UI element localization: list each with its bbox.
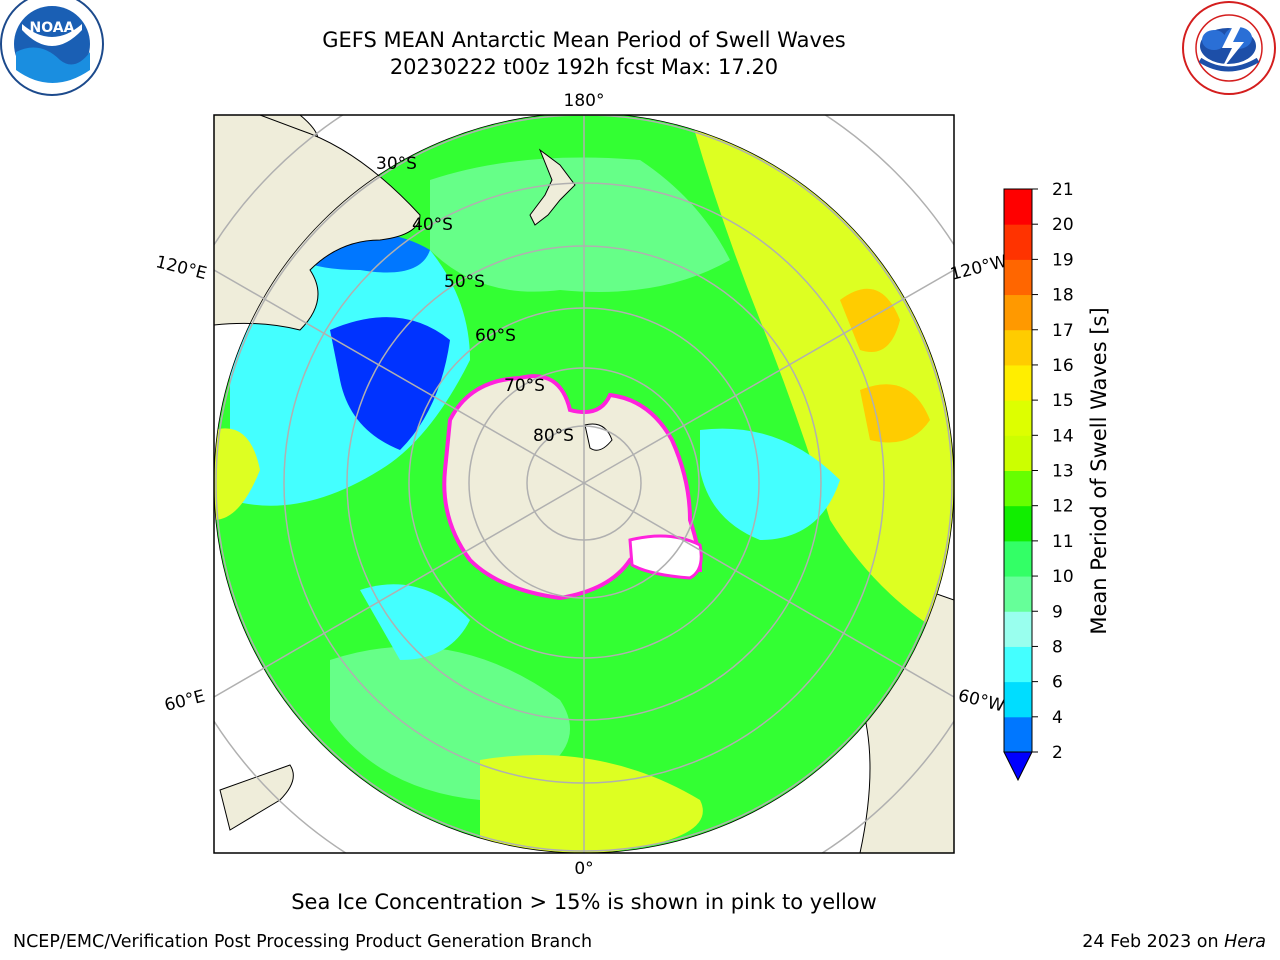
lon-label-120e: 120°E: [154, 252, 209, 284]
colorbar-tick-label: 11: [1052, 532, 1074, 552]
chart-title: GEFS MEAN Antarctic Mean Period of Swell…: [322, 28, 846, 52]
colorbar-segment: [1004, 540, 1032, 577]
lon-label-120w: 120°W: [948, 251, 1009, 284]
colorbar-segment: [1004, 224, 1032, 260]
colorbar-segment: [1004, 646, 1032, 683]
colorbar-tick-label: 17: [1052, 321, 1074, 341]
colorbar-tick-label: 10: [1052, 567, 1074, 587]
lon-label-60w: 60°W: [956, 686, 1007, 717]
blue-core: [330, 317, 450, 450]
colorbar-segment: [1004, 470, 1032, 507]
colorbar-extend-triangle: [1003, 751, 1033, 782]
orange-patch-2: [860, 384, 930, 443]
footer-host: Hera: [1224, 932, 1266, 952]
orange-patch: [840, 288, 900, 352]
colorbar-tick-label: 9: [1052, 602, 1063, 622]
colorbar-tick-label: 4: [1052, 708, 1063, 728]
colorbar-segment: [1004, 364, 1032, 401]
colorbar-segment: [1004, 681, 1032, 718]
colorbar-segment: [1004, 611, 1032, 647]
cyan-south: [360, 584, 470, 660]
lat-label-40s: 40°S: [412, 215, 453, 235]
colorbar-segment: [1004, 294, 1032, 331]
colorbar-segment: [1004, 400, 1032, 436]
colorbar-segment: [1004, 576, 1032, 612]
colorbar-tick-label: 20: [1052, 215, 1074, 235]
map-frame: [213, 114, 955, 854]
colorbar-segment: [1004, 505, 1032, 542]
chart-subtitle: 20230222 t00z 192h fcst Max: 17.20: [389, 55, 779, 79]
colorbar-tick-label: 6: [1052, 673, 1063, 693]
cyan-east: [700, 428, 840, 540]
sea-ice-caption: Sea Ice Concentration > 15% is shown in …: [291, 890, 877, 914]
footer-credit: NCEP/EMC/Verification Post Processing Pr…: [13, 932, 593, 952]
colorbar-tick-label: 19: [1052, 250, 1074, 270]
footer-date-text: 24 Feb 2023 on: [1082, 932, 1225, 952]
noaa-logo-text: NOAA: [30, 20, 75, 36]
colorbar-tick-label: 21: [1052, 180, 1074, 200]
lat-label-80s: 80°S: [533, 426, 574, 446]
colorbar-segment: [1004, 259, 1032, 296]
colorbar-tick-label: 16: [1052, 356, 1074, 376]
australia: [214, 115, 421, 331]
lat-label-70s: 70°S: [504, 376, 545, 396]
madagascar-landmass: [219, 764, 294, 831]
colorbar-tick-label: 15: [1052, 391, 1074, 411]
colorbar-segment: [1004, 189, 1032, 225]
colorbar-segment: [1004, 435, 1032, 471]
lon-label-0: 0°: [574, 859, 593, 879]
colorbar-segment: [1004, 329, 1032, 366]
colorbar-segment: [1004, 716, 1032, 753]
yellow-band-west: [214, 428, 260, 520]
colorbar-tick-label: 12: [1052, 497, 1074, 517]
lon-label-180: 180°: [564, 91, 605, 111]
meridians: [214, 115, 954, 853]
lat-label-50s: 50°S: [444, 272, 485, 292]
colorbar-tick-label: 8: [1052, 637, 1063, 657]
lat-label-30s: 30°S: [376, 154, 417, 174]
lat-label-60s: 60°S: [475, 326, 516, 346]
colorbar-tick-label: 2: [1052, 743, 1063, 763]
colorbar-label: Mean Period of Swell Waves [s]: [1087, 307, 1111, 634]
new-zealand: [529, 148, 576, 226]
noaa-logo-icon: NOAA: [0, 0, 104, 100]
footer-date: 24 Feb 2023 on Hera: [1082, 932, 1266, 952]
colorbar-tick-label: 18: [1052, 286, 1074, 306]
colorbar-tick-label: 14: [1052, 426, 1074, 446]
weddell-sea-ice: [628, 534, 703, 580]
colorbar: 2 4 6 8 9 10 11 12 13 14 15 16 17 18 19 20 21: [1003, 180, 1074, 782]
lon-label-60e: 60°E: [163, 687, 207, 716]
nws-logo-icon: [1178, 0, 1280, 100]
colorbar-tick-label: 13: [1052, 462, 1074, 482]
